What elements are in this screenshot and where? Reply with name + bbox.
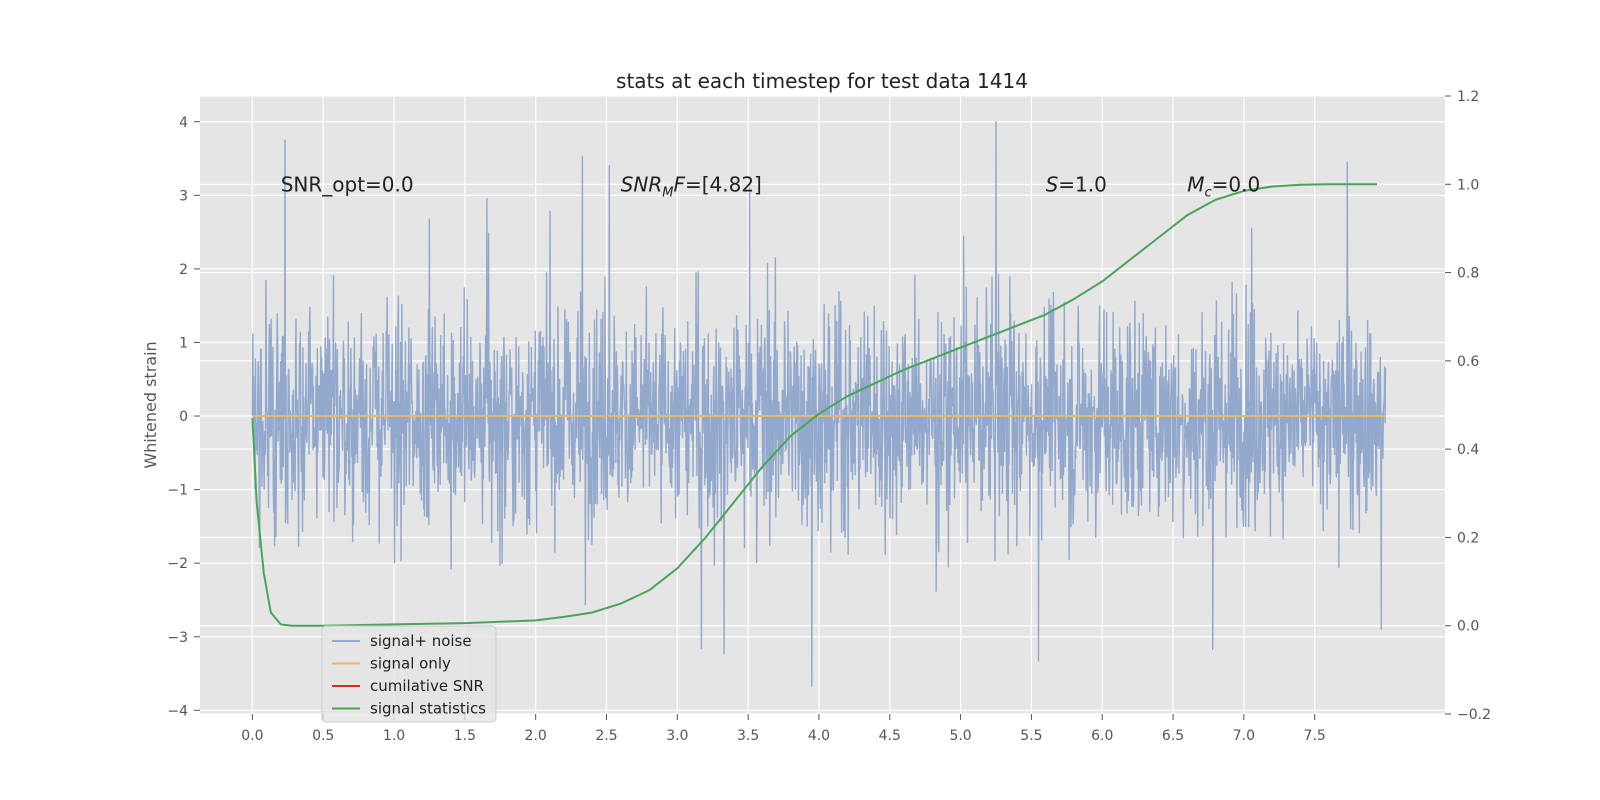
legend: signal+ noise signal only cumilative SNR si…: [321, 625, 497, 723]
x-tick-label: 2.5: [595, 728, 617, 744]
line-series: [251, 183, 1386, 627]
y-tick-label: 0: [179, 409, 188, 425]
signal-statistics-line: [251, 183, 1378, 627]
x-tick-label: 7.0: [1233, 728, 1255, 744]
x-tick-label: 1.0: [383, 728, 405, 744]
y2-tick-label: 0.2: [1457, 530, 1479, 546]
y-tick-label: −4: [167, 703, 188, 719]
y2-tick-label: 0.0: [1457, 619, 1479, 635]
x-tick-label: 4.5: [879, 728, 901, 744]
legend-label: signal statistics: [370, 700, 486, 718]
y2-tick-label: 0.6: [1457, 354, 1479, 370]
annotations: SNR_opt=0.0 SNRMF=[4.82] S=1.0 Mc=0.0: [281, 172, 1260, 200]
y-tick-label: 1: [179, 335, 188, 351]
annotation-text: S=1.0: [1046, 172, 1107, 196]
x-tick-label: 0.5: [312, 728, 334, 744]
x-tick-label: 6.5: [1162, 728, 1184, 744]
legend-label: signal+ noise: [370, 632, 472, 650]
x-tick-label: 6.0: [1091, 728, 1113, 744]
x-tick-label: 0.0: [241, 728, 263, 744]
y2-tick-label: 1.0: [1457, 177, 1479, 193]
chart-title: stats at each timestep for test data 141…: [616, 69, 1028, 93]
y2-tick-label: 1.2: [1457, 89, 1479, 105]
y-tick-label: −3: [167, 630, 188, 646]
y-tick-label: 3: [179, 188, 188, 204]
signal-noise-line: [251, 121, 1387, 687]
y-tick-label: −1: [167, 483, 188, 499]
annotation-text: SNRMF=[4.82]: [621, 172, 762, 200]
signal-noise-series: [251, 121, 1387, 687]
x-tick-label: 4.0: [808, 728, 830, 744]
x-tick-label: 3.0: [666, 728, 688, 744]
x-tick-label: 7.5: [1304, 728, 1326, 744]
legend-label: signal only: [370, 655, 451, 673]
x-tick-label: 5.5: [1020, 728, 1042, 744]
y2-tick-label: 0.4: [1457, 442, 1479, 458]
legend-label: cumilative SNR: [370, 677, 484, 695]
y-tick-label: −2: [167, 556, 188, 572]
y2-tick-label: −0.2: [1457, 707, 1491, 723]
x-tick-label: 1.5: [454, 728, 476, 744]
x-tick-label: 3.5: [737, 728, 759, 744]
y2-tick-label: 0.8: [1457, 266, 1479, 282]
x-tick-label: 2.0: [525, 728, 547, 744]
y-axis-ticks: 4 3 2 1 0 −1 −2 −3 −4: [167, 115, 200, 719]
x-tick-label: 5.0: [949, 728, 971, 744]
annotation-text: SNR_opt=0.0: [281, 172, 414, 196]
legend-box: [321, 625, 497, 723]
y-axis-label: Whitened strain: [141, 341, 160, 468]
x-axis-ticks: 0.0 0.5 1.0 1.5 2.0 2.5 3.0 3.5 4.0 4.5 5.0 5.5 6.0 6…: [241, 714, 1326, 744]
y-tick-label: 4: [179, 115, 188, 131]
y-tick-label: 2: [179, 262, 188, 278]
y2-axis-ticks: 1.2 1.0 0.8 0.6 0.4 0.2 0.0 −0.2: [1445, 89, 1491, 723]
annotation-text: Mc=0.0: [1187, 172, 1260, 200]
